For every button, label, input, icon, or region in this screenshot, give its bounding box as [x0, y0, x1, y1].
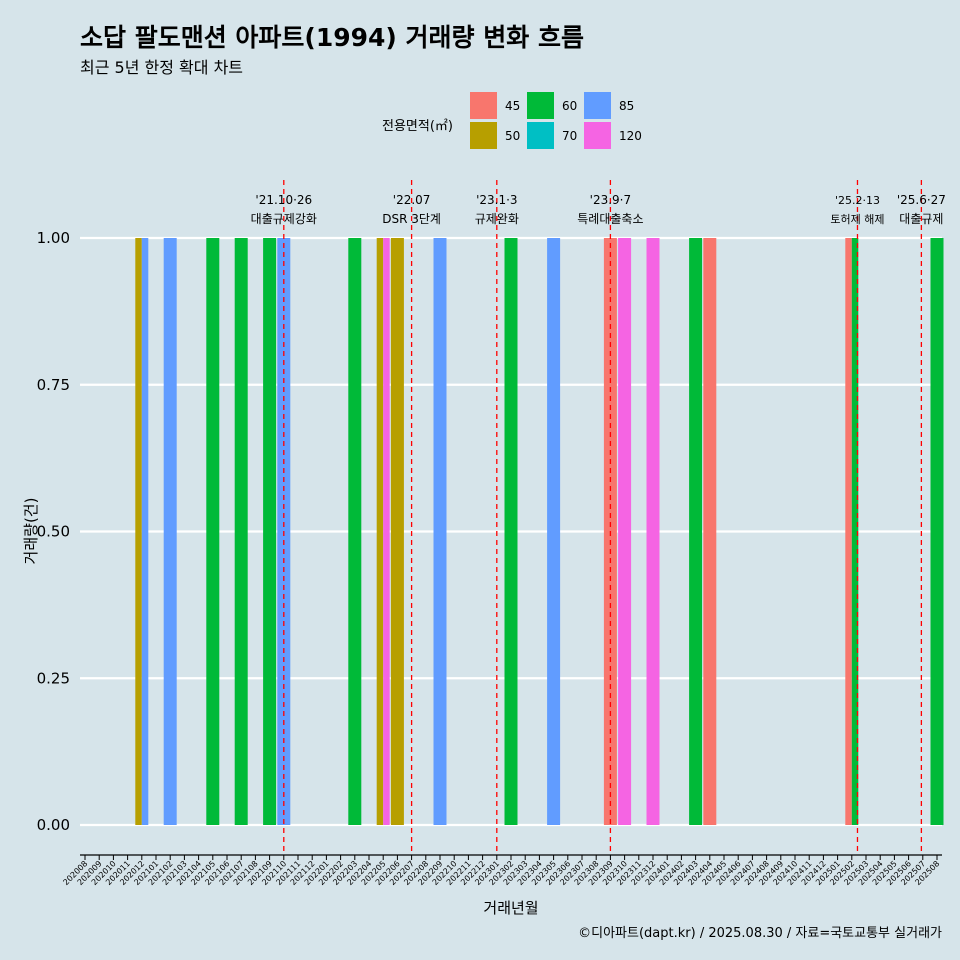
event-date: '21.10·26: [255, 193, 312, 207]
legend-item-85: 85: [584, 92, 634, 119]
legend-label-45: 45: [505, 98, 521, 113]
bar-202012-85: [141, 238, 149, 825]
bar-202404-45: [703, 238, 717, 825]
bar-202502-60: [851, 238, 859, 825]
legend-swatch-50: [470, 122, 497, 149]
event-date: '25.6·27: [897, 193, 946, 207]
event-label: 토허제 해제: [830, 212, 884, 226]
y-axis-title: 거래량(건): [22, 498, 40, 565]
event-date: '22.07: [393, 193, 431, 207]
bar-202310-120: [618, 238, 632, 825]
legend-item-120: 120: [584, 122, 642, 149]
event-label: 규제완화: [475, 212, 519, 226]
legend-label-50: 50: [505, 128, 521, 143]
chart-title: 소답 팔도맨션 아파트(1994) 거래량 변화 흐름: [80, 23, 584, 52]
legend-item-60: 60: [527, 92, 577, 119]
bar-202203-60: [348, 238, 362, 825]
legend-swatch-60: [527, 92, 554, 119]
legend-swatch-85: [584, 92, 611, 119]
y-tick-label: 1.00: [37, 229, 70, 247]
y-tick-label: 0.75: [37, 376, 70, 394]
legend-label-60: 60: [562, 98, 578, 113]
event-label: DSR 3단계: [382, 212, 441, 226]
legend: 45 50 60 70 85 120: [470, 92, 670, 152]
bar-202502-45: [845, 238, 852, 825]
bar-202102-85: [163, 238, 177, 825]
event-date: '23.1·3: [476, 193, 517, 207]
legend-swatch-70: [527, 122, 554, 149]
bar-202012-50: [135, 238, 142, 825]
event-label: 대출규제: [899, 212, 943, 226]
bar-202205-120: [383, 238, 390, 825]
event-date: '23.9·7: [590, 193, 631, 207]
bar-202205-50: [376, 238, 384, 825]
bar-202403-60: [689, 238, 703, 825]
x-axis-title: 거래년월: [483, 899, 538, 917]
y-tick-label: 0.50: [37, 523, 70, 541]
bar-202109-60: [263, 238, 277, 825]
bar-202312-120: [646, 238, 660, 825]
legend-label-85: 85: [619, 98, 635, 113]
legend-item-45: 45: [470, 92, 520, 119]
legend-title: 전용면적(㎡): [382, 119, 453, 134]
legend-item-50: 50: [470, 122, 520, 149]
bar-202302-60: [504, 238, 518, 825]
legend-label-70: 70: [562, 128, 578, 143]
bar-202508-60: [930, 238, 944, 825]
legend-item-70: 70: [527, 122, 577, 149]
bar-202107-60: [234, 238, 248, 825]
y-tick-label: 0.25: [37, 669, 70, 687]
chart-subtitle: 최근 5년 한정 확대 차트: [80, 58, 244, 77]
bar-202105-60: [206, 238, 220, 825]
bar-202206-50: [390, 238, 404, 825]
event-label: 대출규제강화: [251, 212, 317, 226]
bar-202209-85: [433, 238, 447, 825]
legend-swatch-45: [470, 92, 497, 119]
source-caption: ©디아파트(dapt.kr) / 2025.08.30 / 자료=국토교통부 실…: [578, 926, 942, 941]
event-label: 특례대출축소: [577, 212, 643, 226]
event-date: '25.2·13: [835, 194, 880, 207]
y-tick-label: 0.00: [37, 816, 70, 834]
bar-202305-85: [547, 238, 561, 825]
legend-label-120: 120: [619, 128, 642, 143]
legend-swatch-120: [584, 122, 611, 149]
